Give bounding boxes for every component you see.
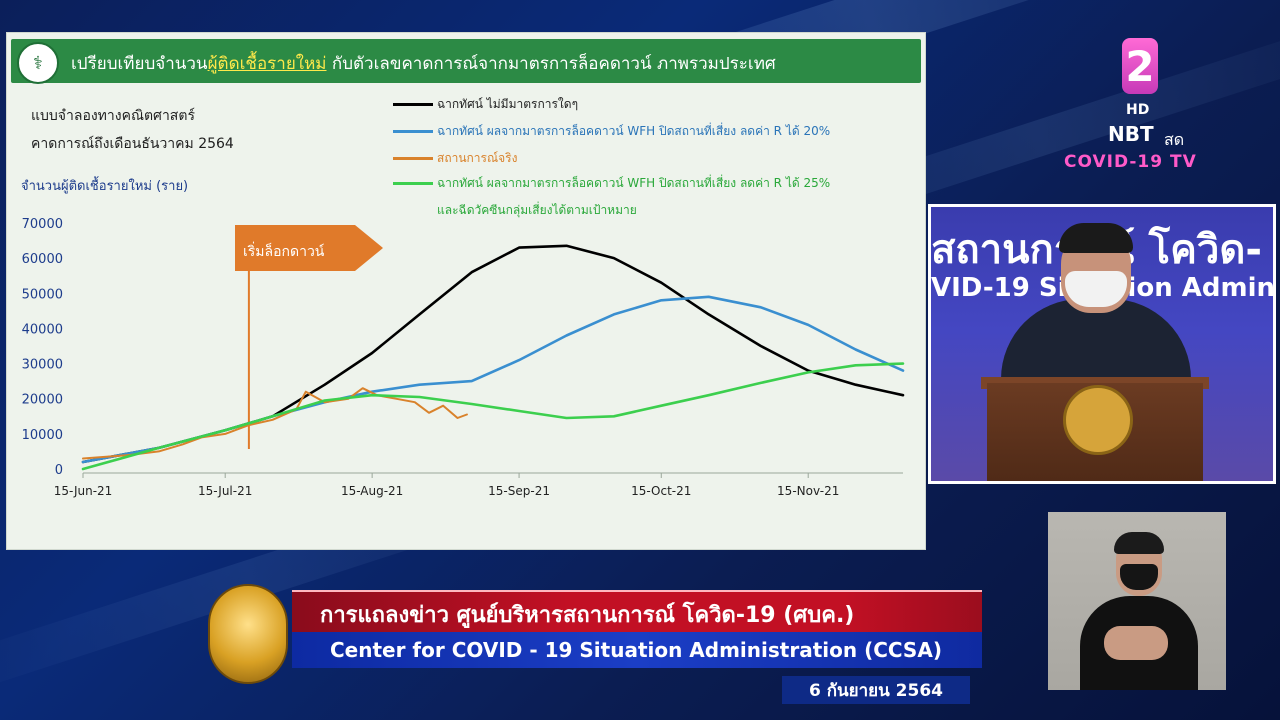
y-tick-label: 60000 xyxy=(22,252,63,267)
lockdown-label: เริ่มล็อกดาวน์ xyxy=(243,244,325,260)
y-tick-label: 10000 xyxy=(22,428,63,443)
lockdown-arrow-icon xyxy=(235,225,383,271)
government-seal-icon xyxy=(208,584,288,684)
y-tick-label: 0 xyxy=(55,463,63,478)
legend-swatch-blue xyxy=(393,130,433,133)
channel-number-logo: 2 xyxy=(1122,38,1158,94)
y-tick-label: 30000 xyxy=(22,358,63,373)
speaker-hair xyxy=(1059,223,1133,253)
slide-title-highlight: ผู้ติดเชื้อรายใหม่ xyxy=(207,54,327,74)
y-tick-label: 20000 xyxy=(22,393,63,408)
lower-third-blue-bar xyxy=(292,632,982,668)
lower-third-red-bar xyxy=(292,590,982,634)
garuda-seal-icon xyxy=(1063,385,1133,455)
slide-header: ⚕ เปรียบเทียบจำนวนผู้ติดเชื้อรายใหม่ กับ… xyxy=(11,39,921,84)
interpreter-hands xyxy=(1104,626,1168,660)
speaker-video: สถานการณ์ โควิด- VID-19 Situation Admini… xyxy=(928,204,1276,484)
broadcast-date: 6 กันยายน 2564 xyxy=(782,676,970,704)
channel-name: NBT xyxy=(1108,122,1154,146)
legend-swatch-green xyxy=(393,182,433,185)
legend-entry: สถานการณ์จริง xyxy=(437,151,518,165)
legend-entry: ฉากทัศน์ ผลจากมาตรการล็อคดาวน์ WFH ปิดสถ… xyxy=(437,176,831,190)
x-tick-label: 15-Nov-21 xyxy=(777,484,839,498)
line-chart: 70000 60000 50000 40000 30000 20000 10000 0 15-J… xyxy=(22,217,905,498)
model-label: แบบจำลองทางคณิตศาสตร์ xyxy=(31,108,195,124)
x-tick-label: 15-Jun-21 xyxy=(54,484,113,498)
x-tick-label: 15-Jul-21 xyxy=(198,484,252,498)
legend-entry: ฉากทัศน์ ผลจากมาตรการล็อคดาวน์ WFH ปิดสถ… xyxy=(437,124,831,138)
y-tick-label: 50000 xyxy=(22,287,63,302)
legend-swatch-orange xyxy=(393,157,433,160)
lower-third-thai-title: การแถลงข่าว ศูนย์บริหารสถานการณ์ โควิด-1… xyxy=(320,603,855,628)
series-line-0 xyxy=(81,244,905,464)
sign-language-video xyxy=(1048,512,1226,690)
speaker-mask xyxy=(1065,271,1127,307)
y-tick-label: 40000 xyxy=(22,322,63,337)
x-tick-label: 15-Oct-21 xyxy=(631,484,691,498)
moph-logo-icon: ⚕ xyxy=(17,42,59,84)
interpreter-mask xyxy=(1120,564,1158,590)
y-axis-label: จำนวนผู้ติดเชื้อรายใหม่ (ราย) xyxy=(21,179,189,194)
slide-title: เปรียบเทียบจำนวนผู้ติดเชื้อรายใหม่ กับตั… xyxy=(71,54,776,74)
series-line-3 xyxy=(81,362,905,471)
interpreter-hair xyxy=(1114,532,1164,554)
legend-entry: และฉีดวัคซีนกลุ่มเสี่ยงได้ตามเป้าหมาย xyxy=(437,203,637,217)
x-tick-label: 15-Aug-21 xyxy=(341,484,403,498)
channel-hd: HD xyxy=(1126,102,1150,118)
series-line-2 xyxy=(82,387,468,460)
presentation-slide: ⚕ เปรียบเทียบจำนวนผู้ติดเชื้อรายใหม่ กับ… xyxy=(6,32,926,550)
legend-swatch-black xyxy=(393,103,433,106)
legend-entry: ฉากทัศน์ ไม่มีมาตรการใดๆ xyxy=(437,97,579,111)
program-name: COVID-19 TV xyxy=(1064,152,1197,172)
y-tick-label: 70000 xyxy=(22,217,63,232)
lower-third-english-title: Center for COVID - 19 Situation Administ… xyxy=(330,638,942,662)
x-tick-label: 15-Sep-21 xyxy=(488,484,550,498)
channel-live: สด xyxy=(1164,130,1185,149)
forecast-label: คาดการณ์ถึงเดือนธันวาคม 2564 xyxy=(31,136,234,152)
